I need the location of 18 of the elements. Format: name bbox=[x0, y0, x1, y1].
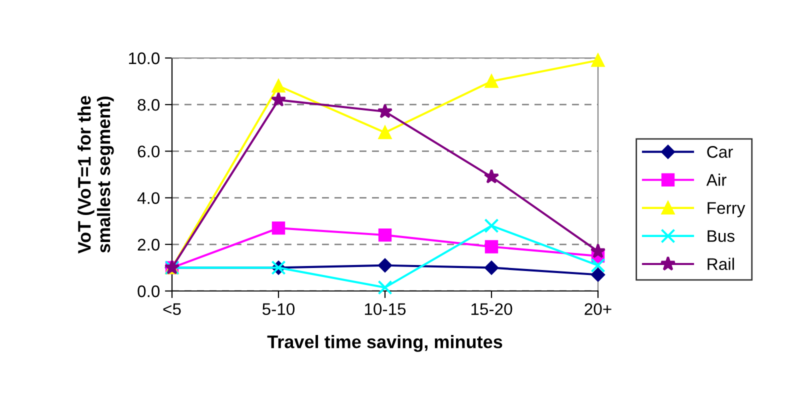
y-tick-label: 0.0 bbox=[138, 285, 160, 298]
legend-label: Ferry bbox=[708, 202, 746, 218]
x-tick-label: 20+ bbox=[584, 303, 612, 316]
legend-label: Air bbox=[706, 174, 726, 186]
y-tick-label: 6.0 bbox=[138, 146, 160, 158]
y-tick-label: 4.0 bbox=[137, 192, 160, 204]
legend-label: Car bbox=[707, 146, 733, 158]
y-axis-title: VoT (VoT=1 for the smallest segment) bbox=[78, 96, 114, 254]
y-tick-label: 2.0 bbox=[138, 238, 160, 251]
x-tick-label: 15-20 bbox=[471, 303, 512, 316]
x-axis-title: Travel time saving, minutes bbox=[267, 335, 502, 352]
x-tick-label: 5-10 bbox=[262, 303, 295, 316]
y-tick-label: 8.0 bbox=[138, 99, 160, 111]
legend-label: Rail bbox=[708, 258, 734, 270]
y-tick-label: 10.0 bbox=[129, 52, 160, 64]
legend-label: Bus bbox=[708, 230, 734, 242]
x-tick-label: <5 bbox=[163, 303, 181, 316]
x-tick-label: 10-15 bbox=[364, 303, 406, 316]
